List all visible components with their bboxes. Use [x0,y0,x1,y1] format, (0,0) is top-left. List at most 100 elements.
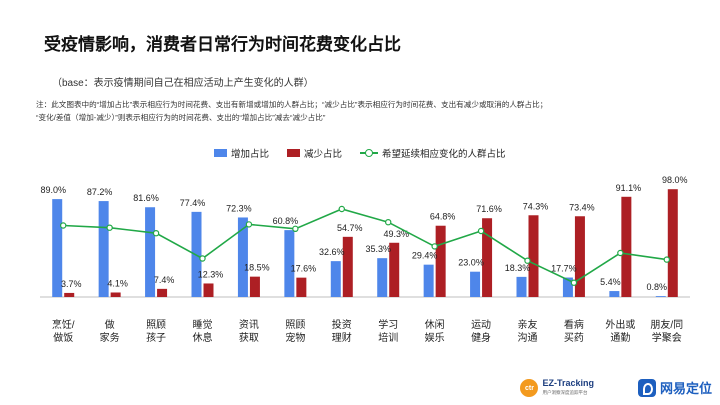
category-label: 睡觉休息 [193,318,213,344]
category-label: 烹饪/做饭 [52,318,75,344]
label-increase: 5.4% [600,277,621,287]
label-decrease: 7.4% [154,275,175,285]
label-decrease: 71.6% [476,204,502,214]
label-decrease: 64.8% [430,212,456,222]
category-label: 外出或通勤 [605,318,635,344]
line-point [385,218,392,226]
category-label: 投资理财 [332,318,352,344]
line-point [524,257,531,264]
legend-line-label: 希望延续相应变化的人群占比 [382,149,506,160]
category-label: 学习培训 [378,318,398,344]
ez-subtitle: 用户洞察深度追踪平台 [542,390,588,395]
bar-increase [284,230,295,297]
bar-increase [470,271,481,297]
location-pin-icon [637,378,656,397]
label-decrease: 18.5% [244,263,270,273]
page-title: 受疫情影响，消费者日常行为时间花费变化占比 [44,35,401,54]
netease-logo: 网易定位 [637,378,712,397]
label-increase: 32.6% [319,247,345,257]
line-point [199,255,206,262]
line-point [663,256,670,263]
category-label: 做家务 [100,318,120,344]
line-point [106,224,113,231]
bar-increase [377,258,388,297]
category-label: 照顾孩子 [146,319,166,344]
label-increase: 60.8% [273,216,299,226]
line-point [245,221,253,228]
brand-name: 网易定位 [659,381,712,396]
ez-text: EZ-Tracking 用户洞察深度追踪平台 [542,379,594,397]
line-swatch [360,149,379,157]
legend-decrease-label: 减少占比 [304,149,343,160]
category-label: 照顾宠物 [285,319,305,344]
line-point [292,225,299,232]
legend-increase: 增加占比 [214,146,269,160]
label-decrease: 3.7% [61,279,82,289]
line-point [570,279,578,286]
label-increase: 0.8% [647,282,668,292]
line-point [431,243,438,250]
bar-decrease [528,215,539,297]
line-point [152,229,160,237]
legend-increase-label: 增加占比 [231,149,270,160]
bar-decrease [482,218,493,297]
bar-increase [98,201,109,297]
bar-decrease [64,292,75,297]
bar-increase [52,199,63,297]
note-line-1: 注：此文图表中的“增加占比”表示相应行为时间花费、支出有新增或增加的人群占比；“… [36,100,548,109]
bar-increase [423,264,434,297]
bar-increase [655,296,666,297]
legend-line: 希望延续相应变化的人群占比 [360,146,506,160]
bar-increase [609,291,620,297]
bar-decrease [296,277,307,297]
category-label: 朋友/同学聚会 [650,318,683,344]
label-increase: 18.3% [505,263,531,273]
bar-decrease [574,216,585,297]
note-line-2: “变化/差值（增加-减少）”则表示相应行为的时间花费、支出的“增加占比”减去“减… [36,113,326,122]
label-decrease: 73.4% [569,202,595,212]
line-point [617,249,624,257]
bar-decrease [621,196,632,297]
chart-legend: 增加占比 减少占比 希望延续相应变化的人群占比 [214,146,506,160]
bar-increase [237,217,248,297]
label-increase: 89.0% [40,185,66,195]
line-point [338,205,345,213]
increase-swatch [214,149,227,157]
bar-decrease [342,236,353,297]
line-point [477,227,485,235]
bar-decrease [157,288,168,297]
line-point [60,222,67,229]
category-label: 休闲娱乐 [425,318,445,344]
label-decrease: 98.0% [662,175,688,185]
label-increase: 77.4% [180,198,206,208]
label-decrease: 49.3% [383,229,409,239]
label-increase: 87.2% [87,187,113,197]
label-increase: 29.4% [412,251,438,261]
label-decrease: 74.3% [523,201,549,211]
category-label: 看病买药 [564,318,584,344]
label-increase: 72.3% [226,203,252,213]
label-decrease: 91.1% [616,183,642,193]
bar-increase [330,261,341,297]
label-increase: 17.7% [551,264,577,274]
ctr-badge: ctr [520,379,539,397]
label-decrease: 12.3% [198,269,224,279]
bar-decrease [667,189,678,297]
bar-decrease [249,276,260,297]
base-note: （base：表示疫情期间自己在相应活动上产生变化的人群） [52,78,314,89]
ez-title: EZ-Tracking [542,378,594,388]
label-decrease: 54.7% [337,223,363,233]
label-decrease: 4.1% [107,278,128,288]
bar-decrease [389,242,400,297]
label-decrease: 17.6% [291,264,317,274]
definition-note: 注：此文图表中的“增加占比”表示相应行为时间花费、支出有新增或增加的人群占比；“… [36,98,716,124]
bar-increase [562,277,573,297]
bar-increase [516,276,527,297]
category-label: 运动健身 [471,319,491,344]
series-line [63,208,667,284]
bar-decrease [435,225,446,297]
ez-tracking-logo: ctr EZ-Tracking 用户洞察深度追踪平台 [520,379,594,397]
bar-increase [145,207,156,297]
decrease-swatch [287,149,301,157]
